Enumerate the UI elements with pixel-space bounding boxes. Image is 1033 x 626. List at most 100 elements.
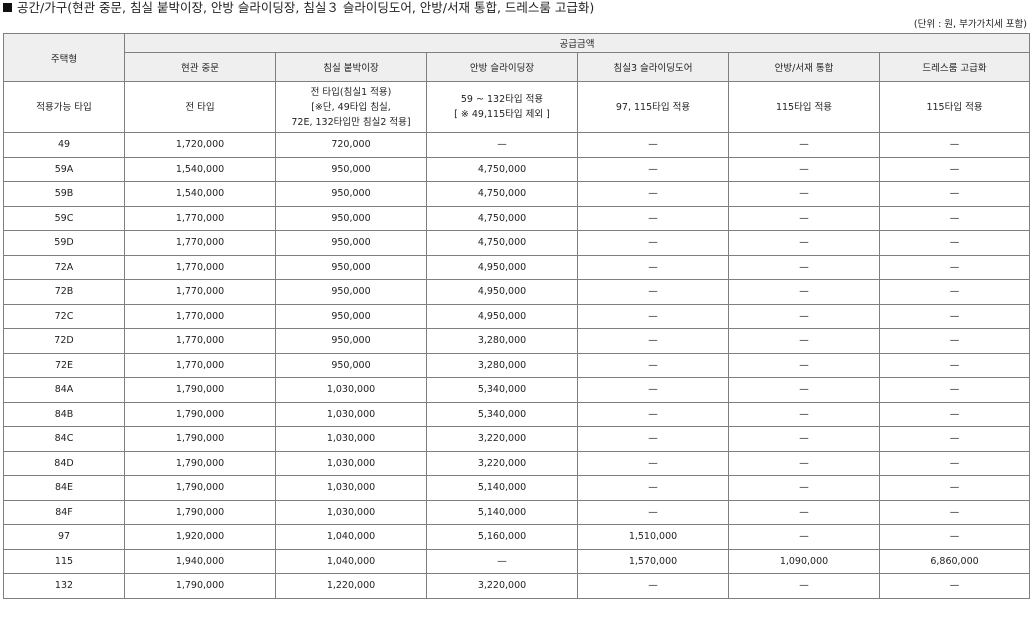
price-cell: 3,280,000 xyxy=(426,328,578,354)
column-header: 안방 슬라이딩장 xyxy=(426,52,578,82)
price-cell: 950,000 xyxy=(275,254,427,280)
price-cell: 1,920,000 xyxy=(124,524,276,550)
table-row: 115 1,940,000 1,040,000—1,570,000 1,090,000… xyxy=(3,548,1031,574)
price-cell: 1,040,000 xyxy=(275,548,427,574)
price-cell: — xyxy=(728,475,880,501)
table-row: 84A 1,790,000 1,030,000 5,340,000— — — xyxy=(3,377,1031,403)
price-cell: — xyxy=(878,524,1031,550)
row-type-cell: 59B xyxy=(3,181,125,207)
price-cell: — xyxy=(728,156,880,182)
price-cell: — xyxy=(878,205,1031,231)
price-table: 주택형 공급금액 현관 중문 침실 붙박이장 안방 슬라이딩장 침실3 슬라이딩… xyxy=(3,33,1031,599)
column-header: 안방/서재 통합 xyxy=(728,52,880,82)
price-cell: 950,000 xyxy=(275,328,427,354)
price-cell: 4,950,000 xyxy=(426,279,578,305)
price-cell: 1,770,000 xyxy=(124,279,276,305)
header-row-columns: 현관 중문 침실 붙박이장 안방 슬라이딩장 침실3 슬라이딩도어 안방/서재 … xyxy=(4,52,1031,82)
price-cell: 1,790,000 xyxy=(124,573,276,599)
applicable-cell: 59 ~ 132타입 적용 [ ※ 49,115타입 제외 ] xyxy=(426,81,578,133)
price-cell: 1,090,000 xyxy=(728,548,880,574)
price-cell: — xyxy=(728,328,880,354)
price-cell: 1,030,000 xyxy=(275,499,427,525)
price-cell: — xyxy=(728,181,880,207)
row-type-cell: 49 xyxy=(3,132,125,158)
price-cell: 4,750,000 xyxy=(426,230,578,256)
row-type-cell: 115 xyxy=(3,548,125,574)
row-type-cell: 132 xyxy=(3,573,125,599)
row-type-cell: 72C xyxy=(3,303,125,329)
price-cell: — xyxy=(878,279,1031,305)
price-cell: 1,540,000 xyxy=(124,156,276,182)
table-header: 주택형 공급금액 현관 중문 침실 붙박이장 안방 슬라이딩장 침실3 슬라이딩… xyxy=(3,33,1031,82)
unit-note: (단위 : 원, 부가가치세 포함) xyxy=(913,19,1027,30)
table-row: 97 1,920,000 1,040,000 5,160,000 1,510,000— — xyxy=(3,524,1031,550)
price-cell: — xyxy=(878,181,1031,207)
table-row: 59D 1,770,000 950,000 4,750,000— — — xyxy=(3,230,1031,256)
price-cell: 4,950,000 xyxy=(426,303,578,329)
price-cell: — xyxy=(728,524,880,550)
price-cell: — xyxy=(577,499,729,525)
price-cell: — xyxy=(878,475,1031,501)
row-type-cell: 72A xyxy=(3,254,125,280)
price-cell: — xyxy=(878,132,1031,158)
price-cell: 6,860,000 xyxy=(878,548,1031,574)
applicable-cell: 115타입 적용 xyxy=(728,81,880,133)
column-header: 드레스룸 고급화 xyxy=(878,52,1031,82)
price-cell: — xyxy=(577,377,729,403)
table-row: 84E 1,790,000 1,030,000 5,140,000— — — xyxy=(3,475,1031,501)
row-type-cell: 84F xyxy=(3,499,125,525)
price-cell: — xyxy=(577,303,729,329)
price-cell: 1,030,000 xyxy=(275,377,427,403)
price-cell: 1,040,000 xyxy=(275,524,427,550)
price-cell: 1,790,000 xyxy=(124,426,276,452)
table-row: 72C 1,770,000 950,000 4,950,000— — — xyxy=(3,303,1031,329)
price-cell: 1,030,000 xyxy=(275,450,427,476)
price-cell: — xyxy=(878,401,1031,427)
row-type-cell: 84B xyxy=(3,401,125,427)
table-row: 84D 1,790,000 1,030,000 3,220,000— — — xyxy=(3,450,1031,476)
row-type-cell: 84A xyxy=(3,377,125,403)
table-row: 72E 1,770,000 950,000 3,280,000— — — xyxy=(3,352,1031,378)
price-cell: 4,950,000 xyxy=(426,254,578,280)
price-cell: — xyxy=(878,352,1031,378)
table-row: 84C 1,790,000 1,030,000 3,220,000— — — xyxy=(3,426,1031,452)
price-cell: 1,790,000 xyxy=(124,450,276,476)
column-header: 현관 중문 xyxy=(124,52,276,82)
price-cell: 950,000 xyxy=(275,230,427,256)
price-cell: — xyxy=(728,205,880,231)
price-cell: — xyxy=(577,230,729,256)
price-cell: — xyxy=(728,279,880,305)
price-cell: 950,000 xyxy=(275,156,427,182)
price-cell: 1,790,000 xyxy=(124,499,276,525)
row-type-cell: 97 xyxy=(3,524,125,550)
applicable-line: 59 ~ 132타입 적용 xyxy=(460,94,544,105)
price-cell: — xyxy=(728,132,880,158)
price-cell: — xyxy=(577,156,729,182)
applicable-cell: 전 타입 xyxy=(124,81,276,133)
price-cell: 950,000 xyxy=(275,279,427,305)
price-cell: — xyxy=(878,303,1031,329)
price-cell: 1,940,000 xyxy=(124,548,276,574)
price-cell: — xyxy=(728,401,880,427)
price-cell: — xyxy=(878,254,1031,280)
price-cell: 1,720,000 xyxy=(124,132,276,158)
price-cell: 950,000 xyxy=(275,181,427,207)
price-cell: — xyxy=(577,254,729,280)
column-header: 침실3 슬라이딩도어 xyxy=(577,52,729,82)
price-cell: 5,340,000 xyxy=(426,377,578,403)
price-cell: — xyxy=(728,230,880,256)
price-cell: — xyxy=(577,450,729,476)
price-cell: 4,750,000 xyxy=(426,181,578,207)
price-cell: — xyxy=(577,181,729,207)
price-cell: 5,140,000 xyxy=(426,499,578,525)
applicable-line: 115타입 적용 xyxy=(926,101,983,113)
price-cell: — xyxy=(577,279,729,305)
price-cell: 950,000 xyxy=(275,352,427,378)
price-cell: — xyxy=(577,401,729,427)
table-row: 84F 1,790,000 1,030,000 5,140,000— — — xyxy=(3,499,1031,525)
price-cell: 720,000 xyxy=(275,132,427,158)
applicable-line: 72E, 132타입만 침실2 적용] xyxy=(291,116,411,128)
table-row: 72B 1,770,000 950,000 4,950,000— — — xyxy=(3,279,1031,305)
row-type-cell: 84E xyxy=(3,475,125,501)
price-cell: 1,220,000 xyxy=(275,573,427,599)
